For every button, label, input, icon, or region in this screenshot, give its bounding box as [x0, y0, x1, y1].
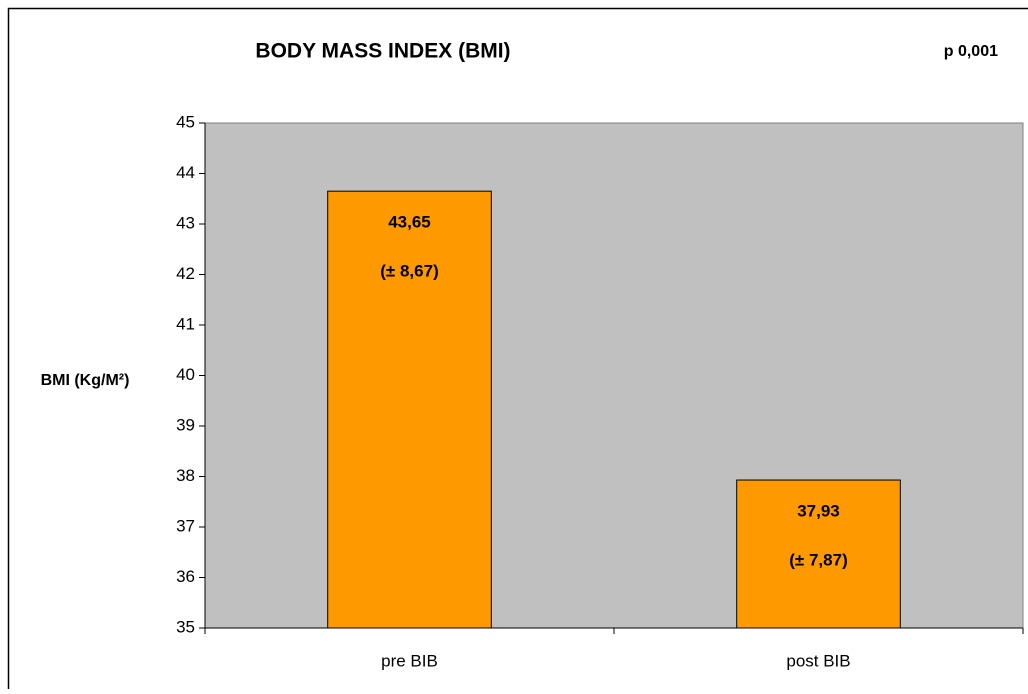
y-tick-label: 44 [176, 163, 195, 182]
y-tick-label: 38 [176, 466, 195, 485]
y-tick-label: 35 [176, 617, 195, 636]
y-tick-label: 41 [176, 314, 195, 333]
y-tick-label: 37 [176, 516, 195, 535]
bar [328, 191, 492, 628]
y-tick-label: 36 [176, 567, 195, 586]
y-axis-label: BMI (Kg/M²) [41, 372, 130, 389]
value-label: 43,65 [388, 213, 431, 232]
y-tick-label: 43 [176, 213, 195, 232]
y-tick-label: 45 [176, 112, 195, 131]
value-label: 37,93 [797, 502, 840, 521]
y-tick-label: 39 [176, 415, 195, 434]
y-tick-label: 40 [176, 365, 195, 384]
error-label: (± 7,87) [789, 551, 847, 570]
x-tick-label: post BIB [786, 651, 850, 670]
error-label: (± 8,67) [380, 262, 438, 281]
chart-title: BODY MASS INDEX (BMI) [255, 40, 510, 63]
x-tick-label: pre BIB [381, 651, 438, 670]
p-value: p 0,001 [944, 43, 998, 60]
y-tick-label: 42 [176, 264, 195, 283]
